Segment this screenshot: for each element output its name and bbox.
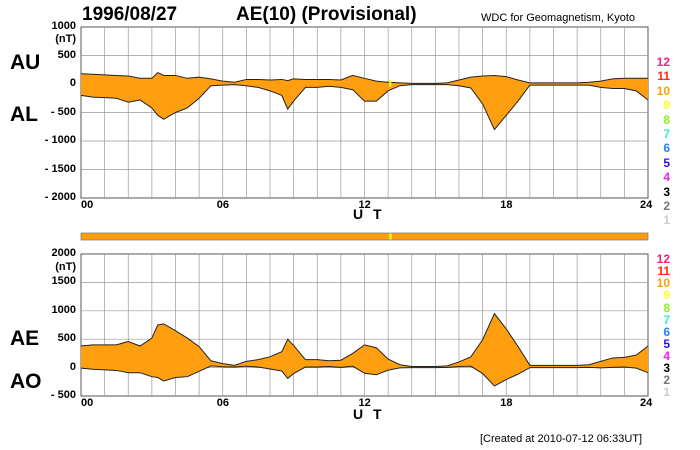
x-axis-label-top: U T	[353, 206, 385, 222]
x-tick-label: 12	[358, 397, 371, 409]
station-count-legend-8: 8	[663, 300, 670, 315]
coverage-bar-reduced-segment	[389, 233, 392, 240]
station-count-legend-10: 10	[656, 276, 670, 291]
x-tick-label: 18	[500, 397, 513, 409]
index-title: AE(10) (Provisional)	[236, 4, 417, 25]
x-tick-label: 24	[640, 397, 653, 409]
station-count-legend-7: 7	[663, 126, 670, 141]
date-title: 1996/08/27	[82, 4, 178, 25]
y-tick-label: - 500	[50, 105, 76, 118]
created-timestamp: [Created at 2010-07-12 06:33UT]	[480, 433, 643, 445]
x-tick-label: 06	[216, 397, 229, 409]
y-tick-label: 1000	[51, 303, 76, 316]
station-count-legend-12: 12	[656, 55, 670, 69]
y-tick-label: 0	[69, 77, 76, 89]
reduced-marker-top	[389, 80, 392, 87]
y-tick-label: - 2000	[44, 191, 76, 203]
station-count-legend-7: 7	[663, 312, 670, 327]
station-count-legend-4: 4	[663, 170, 670, 185]
x-tick-label: 12	[358, 199, 371, 211]
station-coverage-bar	[80, 232, 649, 241]
y-tick-label: 0	[69, 360, 76, 373]
station-count-legend-11: 11	[657, 69, 670, 84]
y-tick-label: 1000	[51, 20, 76, 32]
series-line-ae	[80, 312, 649, 367]
station-count-legend-10: 10	[656, 83, 670, 98]
y-tick-label: - 1000	[44, 134, 76, 146]
series-line-au	[80, 71, 648, 84]
station-count-legend-3: 3	[663, 361, 670, 376]
source-label: WDC for Geomagnetism, Kyoto	[481, 12, 636, 24]
x-tick-label: 00	[81, 199, 94, 211]
station-count-legend-2: 2	[663, 198, 670, 213]
station-count-legend-5: 5	[663, 155, 670, 170]
ae-label: AE	[10, 327, 40, 350]
station-count-legend-1: 1	[663, 385, 670, 400]
station-count-legend-3: 3	[663, 184, 670, 199]
x-tick-label: 18	[500, 199, 513, 211]
area-fill-bottom	[81, 313, 648, 387]
y-unit-bottom: (nT)	[55, 261, 76, 273]
area-fill-top	[81, 72, 648, 130]
x-tick-label: 24	[640, 199, 653, 211]
x-axis-label-bottom: U T	[353, 406, 385, 422]
station-count-legend-4: 4	[663, 349, 670, 364]
series-line-al	[80, 84, 649, 131]
station-count-legend-6: 6	[663, 141, 670, 156]
y-unit-top: (nT)	[55, 33, 76, 45]
y-tick-label: 500	[57, 332, 76, 345]
y-tick-label: - 500	[50, 389, 76, 401]
station-count-legend-11: 11	[657, 264, 670, 279]
station-count-legend-1: 1	[663, 213, 670, 228]
y-tick-label: 1500	[51, 275, 76, 288]
station-count-legend-6: 6	[663, 324, 670, 339]
au-label: AU	[10, 51, 41, 74]
ao-label: AO	[10, 370, 42, 393]
series-line-ao	[80, 365, 649, 387]
x-tick-label: 06	[216, 199, 229, 211]
y-tick-label: 2000	[51, 247, 76, 259]
station-count-legend-9: 9	[663, 98, 670, 113]
station-count-legend-12: 12	[656, 252, 670, 266]
y-tick-label: - 1500	[44, 162, 76, 175]
station-count-legend-8: 8	[663, 112, 670, 127]
y-tick-label: 500	[57, 48, 76, 61]
station-count-legend-9: 9	[663, 288, 670, 303]
x-tick-label: 00	[81, 397, 94, 409]
station-count-legend-5: 5	[663, 336, 670, 351]
al-label: AL	[10, 103, 38, 126]
station-count-legend-2: 2	[663, 373, 670, 388]
